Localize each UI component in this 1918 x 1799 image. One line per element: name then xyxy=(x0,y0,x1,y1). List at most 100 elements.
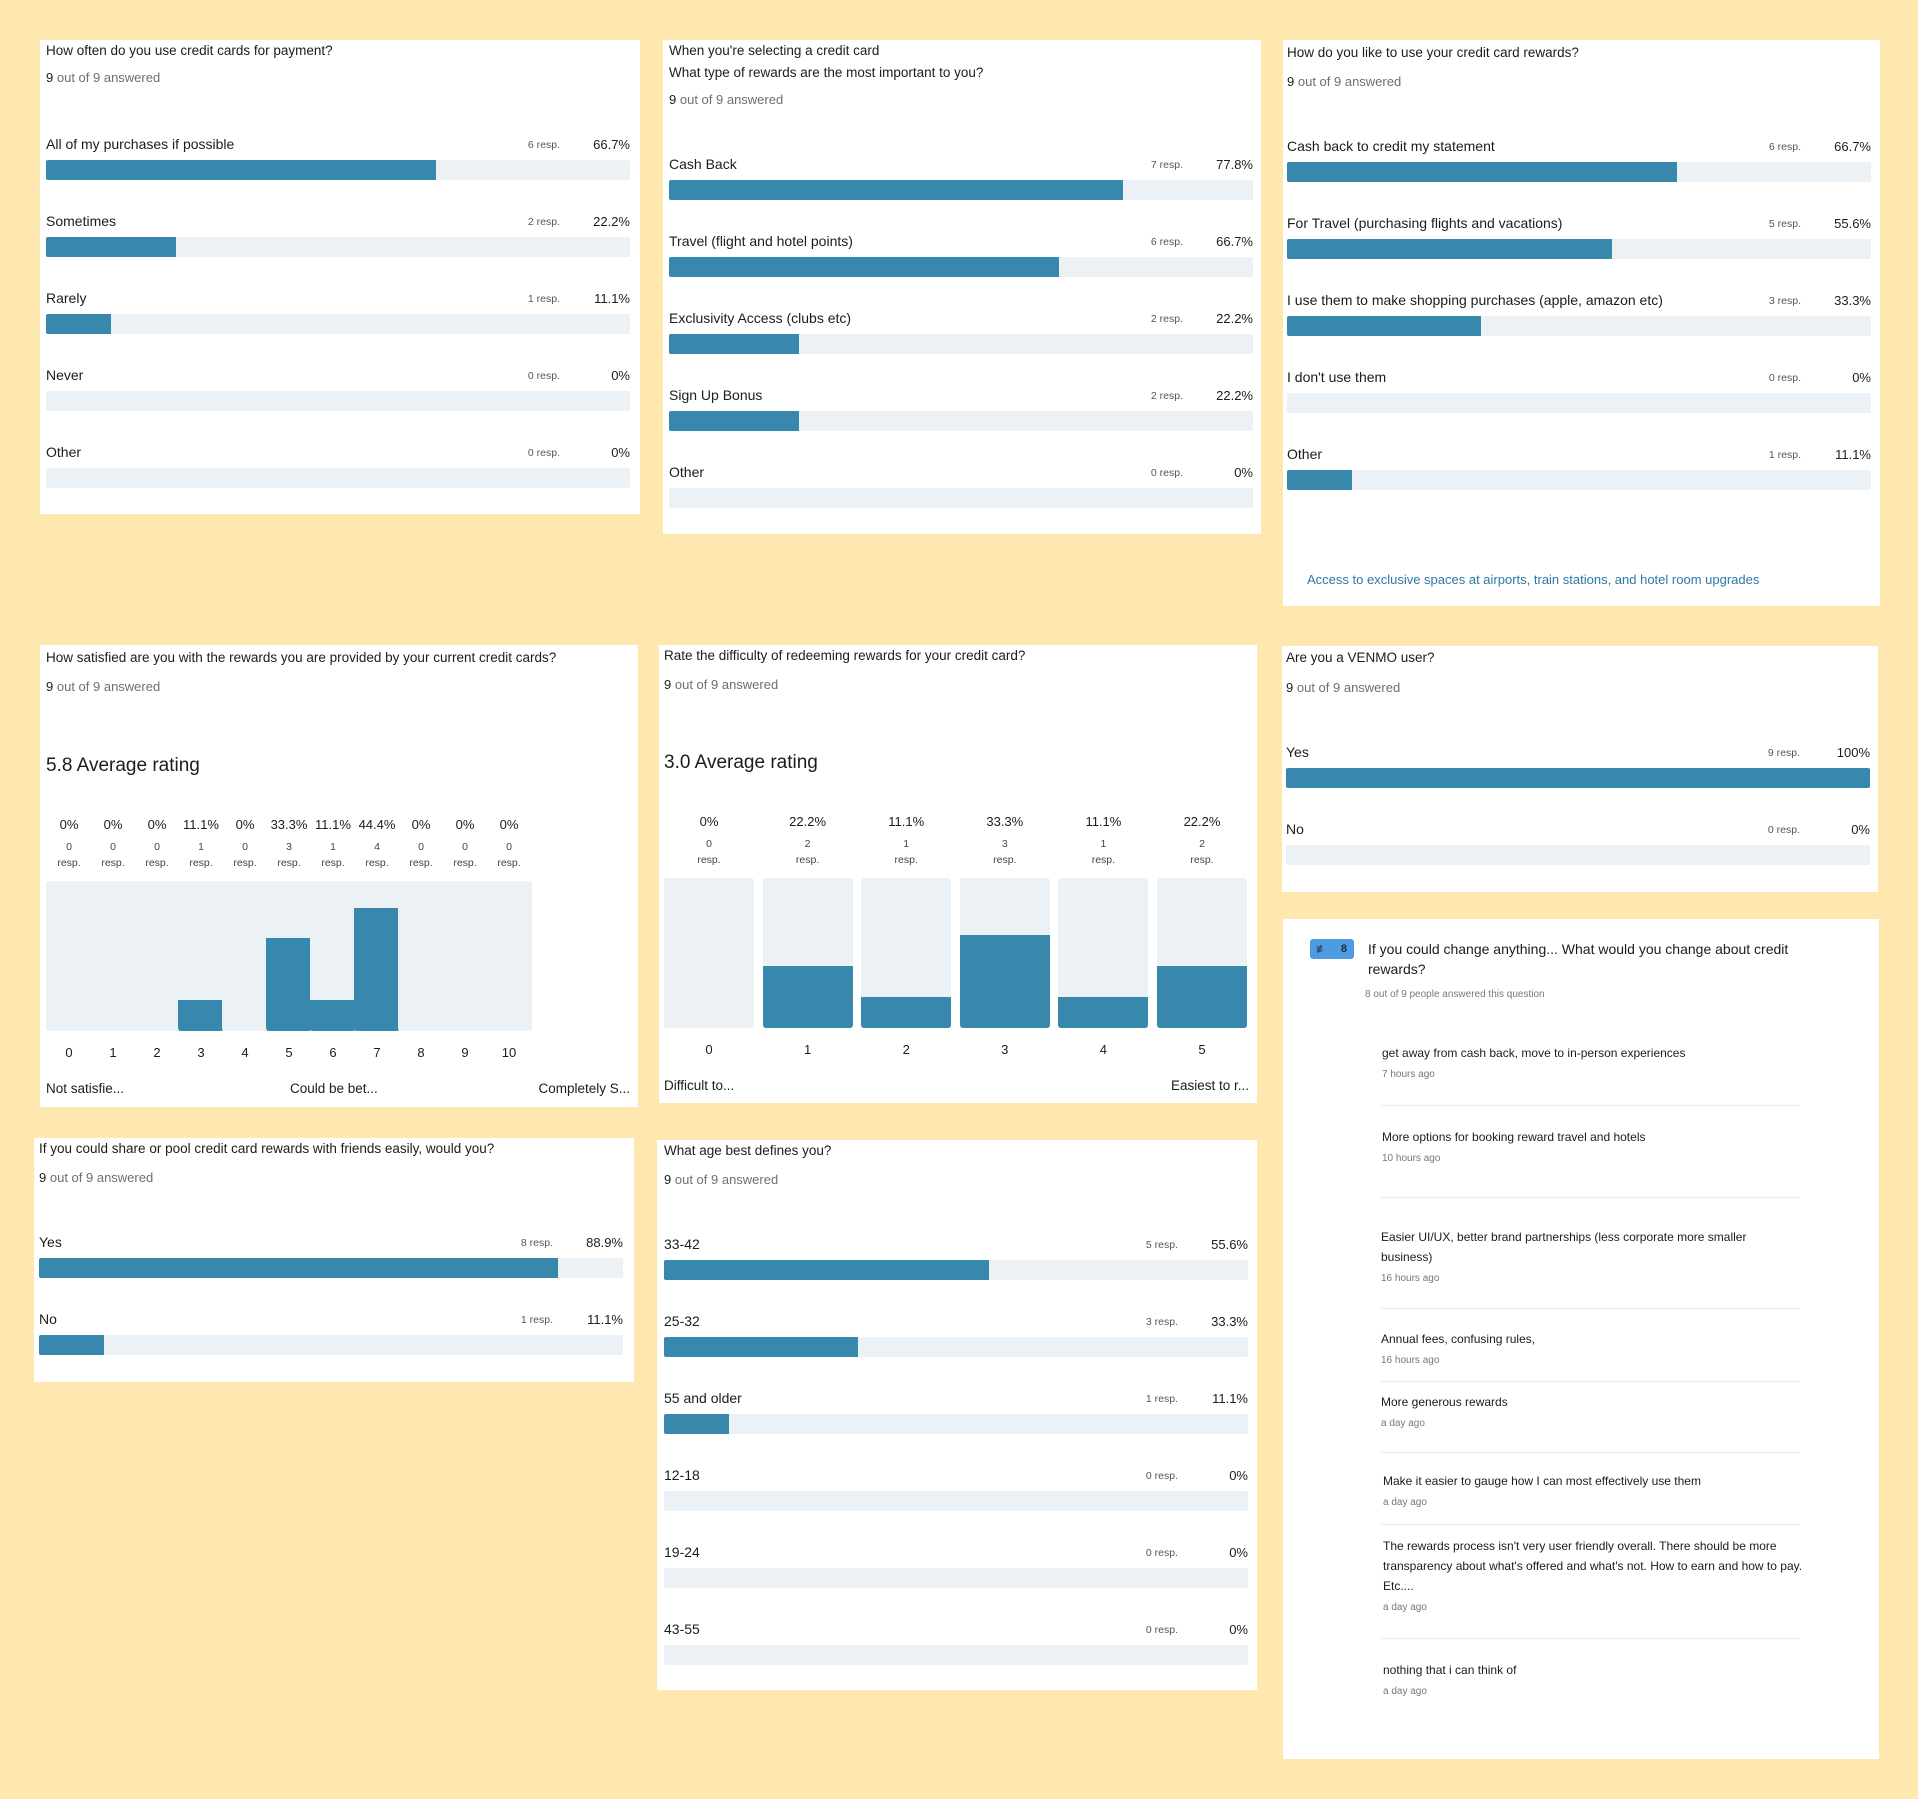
column-response-count: 3 resp. xyxy=(993,838,1017,866)
answer-divider xyxy=(1380,1197,1800,1198)
option-bar-track xyxy=(669,257,1253,277)
option-percent: 66.7% xyxy=(593,137,630,152)
option-bar-track xyxy=(664,1568,1248,1588)
option-label: I don't use them xyxy=(1287,369,1387,385)
answered-count: 9 out of 9 answered xyxy=(46,70,161,85)
option-bar-track xyxy=(669,334,1253,354)
answer-divider xyxy=(1380,1308,1800,1309)
option-response-count: 0 resp. xyxy=(527,370,560,382)
column-response-count: 0 resp. xyxy=(233,841,257,869)
question-title: Are you a VENMO user? xyxy=(1286,650,1435,665)
column-bar-track xyxy=(1157,878,1247,1028)
column-bar-fill xyxy=(310,1000,356,1031)
column-x-label: 1 xyxy=(109,1045,117,1060)
column-x-label: 0 xyxy=(705,1042,713,1057)
option-label: Other xyxy=(1287,446,1323,462)
answer-time: 10 hours ago xyxy=(1382,1153,1441,1164)
answer-time: a day ago xyxy=(1383,1602,1427,1613)
open-question-subtitle: 8 out of 9 people answered this question xyxy=(1365,989,1545,1000)
question-title: Rate the difficulty of redeeming rewards… xyxy=(664,648,1026,663)
option-response-count: 9 resp. xyxy=(1767,747,1800,759)
option-label: Rarely xyxy=(46,290,87,306)
option-response-count: 0 resp. xyxy=(1767,824,1800,836)
column-percent: 44.4% xyxy=(358,817,396,832)
option-bar-fill xyxy=(669,180,1124,200)
option-bar-track xyxy=(664,1260,1248,1280)
option-label: 43-55 xyxy=(664,1621,700,1637)
answer-text: The rewards process isn't very user frie… xyxy=(1383,1539,1803,1593)
option-bar-fill xyxy=(1287,470,1352,490)
option-label: Cash back to credit my statement xyxy=(1287,138,1495,154)
option-bar-fill xyxy=(46,314,111,334)
column-response-count: 0 resp. xyxy=(453,841,477,869)
answer-time: 7 hours ago xyxy=(1382,1069,1435,1080)
option-response-count: 8 resp. xyxy=(520,1237,553,1249)
option-percent: 0% xyxy=(611,445,630,460)
option-percent: 0% xyxy=(1229,1468,1248,1483)
column-bar-track xyxy=(664,878,754,1028)
card-difficulty-rating: Rate the difficulty of redeeming rewards… xyxy=(659,645,1257,1103)
answer-divider xyxy=(1380,1381,1800,1382)
card-share-rewards: If you could share or pool credit card r… xyxy=(34,1138,634,1382)
column-x-label: 2 xyxy=(902,1042,910,1057)
column-response-count: 0 resp. xyxy=(697,838,721,866)
answer-time: a day ago xyxy=(1383,1497,1427,1508)
option-percent: 11.1% xyxy=(1212,1391,1248,1406)
option-label: Sign Up Bonus xyxy=(669,387,763,403)
answer-divider xyxy=(1380,1452,1800,1453)
average-rating: 5.8 Average rating xyxy=(46,755,200,776)
option-percent: 0% xyxy=(1229,1622,1248,1637)
column-bar-track xyxy=(178,881,224,1031)
open-question-title: If you could change anything... What wou… xyxy=(1368,941,1789,977)
column-x-label: 4 xyxy=(1099,1042,1107,1057)
column-response-count: 0 resp. xyxy=(409,841,433,869)
option-label: 25-32 xyxy=(664,1313,700,1329)
column-response-count: 2 resp. xyxy=(1190,838,1214,866)
answered-count: 9 out of 9 answered xyxy=(1287,74,1402,89)
option-bar-fill xyxy=(669,411,799,431)
option-bar-track xyxy=(1287,316,1871,336)
card-age: What age best defines you? 9 out of 9 an… xyxy=(657,1140,1257,1690)
option-bar-track xyxy=(1286,845,1870,865)
option-response-count: 0 resp. xyxy=(1145,1547,1178,1559)
other-response-link[interactable]: Access to exclusive spaces at airports, … xyxy=(1307,572,1760,587)
option-percent: 0% xyxy=(1851,822,1870,837)
option-bar-track xyxy=(664,1491,1248,1511)
column-x-label: 0 xyxy=(65,1045,73,1060)
column-response-count: 0 resp. xyxy=(497,841,521,869)
answer-divider xyxy=(1380,1638,1800,1639)
option-response-count: 2 resp. xyxy=(527,216,560,228)
column-bar-track xyxy=(46,881,92,1031)
option-label: 33-42 xyxy=(664,1236,700,1252)
column-response-count: 1 resp. xyxy=(321,841,345,869)
column-response-count: 3 resp. xyxy=(277,841,301,869)
option-bar-track xyxy=(1287,470,1871,490)
option-bar-track xyxy=(46,237,630,257)
column-percent: 0% xyxy=(235,817,255,832)
option-label: 12-18 xyxy=(664,1467,700,1483)
card-reward-usage: How do you like to use your credit card … xyxy=(1283,40,1880,606)
option-label: For Travel (purchasing flights and vacat… xyxy=(1287,215,1563,231)
column-percent: 0% xyxy=(411,817,431,832)
option-bar-track xyxy=(39,1258,623,1278)
column-percent: 33.3% xyxy=(986,814,1024,829)
option-bar-track xyxy=(664,1645,1248,1665)
option-percent: 66.7% xyxy=(1834,139,1871,154)
option-bar-fill xyxy=(39,1258,559,1278)
option-bar-fill xyxy=(1287,316,1482,336)
card-venmo: Are you a VENMO user? 9 out of 9 answere… xyxy=(1282,646,1878,892)
option-bar-track xyxy=(669,180,1253,200)
column-x-label: 5 xyxy=(285,1045,293,1060)
answer-text: Annual fees, confusing rules, xyxy=(1381,1332,1536,1346)
column-bar-fill xyxy=(1058,997,1149,1028)
column-percent: 0% xyxy=(455,817,475,832)
column-bar-track xyxy=(959,878,1050,1028)
answer-time: 16 hours ago xyxy=(1381,1355,1440,1366)
question-title: How do you like to use your credit card … xyxy=(1287,45,1579,60)
column-x-label: 10 xyxy=(501,1045,517,1060)
answered-count: 9 out of 9 answered xyxy=(46,679,161,694)
option-bar-fill xyxy=(664,1414,729,1434)
column-bar-track xyxy=(762,878,853,1028)
option-percent: 66.7% xyxy=(1216,234,1253,249)
text-lines-icon: ≢ xyxy=(1316,942,1328,956)
